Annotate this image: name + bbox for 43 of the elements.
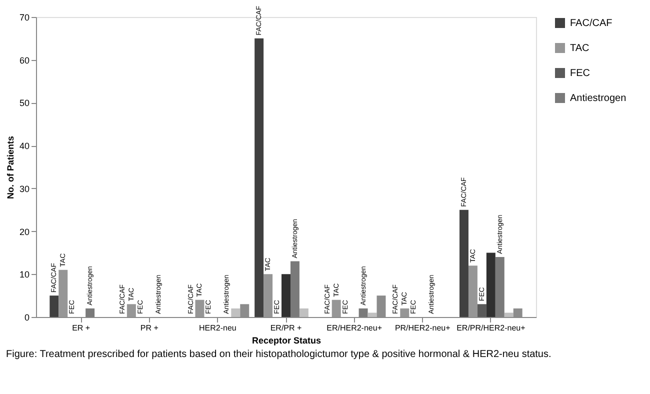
bar — [195, 300, 204, 317]
x-tick-label: PR/HER2-neu+ — [394, 324, 451, 332]
bar — [477, 304, 486, 317]
bar — [254, 38, 264, 317]
text: Figure: Treatment prescribed for patients based on their histopathologictumor type & positive hormonal & HER2-neu status. — [6, 349, 552, 360]
y-tick-label: 20 — [19, 226, 30, 237]
bar — [459, 210, 468, 317]
y-tick-label: 0 — [24, 312, 30, 322]
legend-label: FEC — [570, 68, 590, 79]
bar — [290, 261, 300, 317]
legend-label: Antiestrogen — [570, 93, 626, 104]
y-tick-label: 50 — [19, 98, 30, 108]
x-tick-label: ER + — [72, 324, 90, 332]
y-tick-label: 70 — [19, 12, 30, 22]
bar — [468, 266, 478, 317]
bar — [126, 304, 136, 317]
y-tick-label: 40 — [19, 141, 30, 152]
bar — [495, 257, 504, 317]
bar — [358, 308, 368, 317]
x-tick-label: ER/PR + — [270, 324, 302, 332]
bar — [86, 308, 95, 317]
y-tick-label: 10 — [19, 270, 30, 280]
bar — [400, 308, 410, 317]
legend-label: TAC — [570, 43, 590, 54]
y-tick-label: 60 — [19, 55, 30, 66]
bar — [231, 308, 240, 317]
x-tick-label: ER/HER2-neu+ — [326, 324, 382, 332]
bar — [282, 274, 290, 317]
y-axis-title: No. of Patients — [5, 136, 16, 200]
bar — [504, 312, 514, 317]
bar — [264, 274, 273, 317]
x-tick-label: HER2-neu — [199, 324, 236, 332]
x-axis-title: Receptor Status — [252, 336, 322, 346]
x-tick-label: PR + — [140, 324, 159, 332]
bar — [58, 270, 68, 317]
y-tick-label: 30 — [19, 184, 30, 194]
bar — [299, 308, 308, 317]
bar — [50, 296, 59, 317]
bar — [486, 252, 496, 317]
legend-label: FAC/CAF — [570, 18, 612, 29]
bar — [368, 312, 377, 317]
x-tick-label: ER/PR/HER2-neu+ — [456, 324, 526, 332]
bar — [332, 300, 341, 317]
